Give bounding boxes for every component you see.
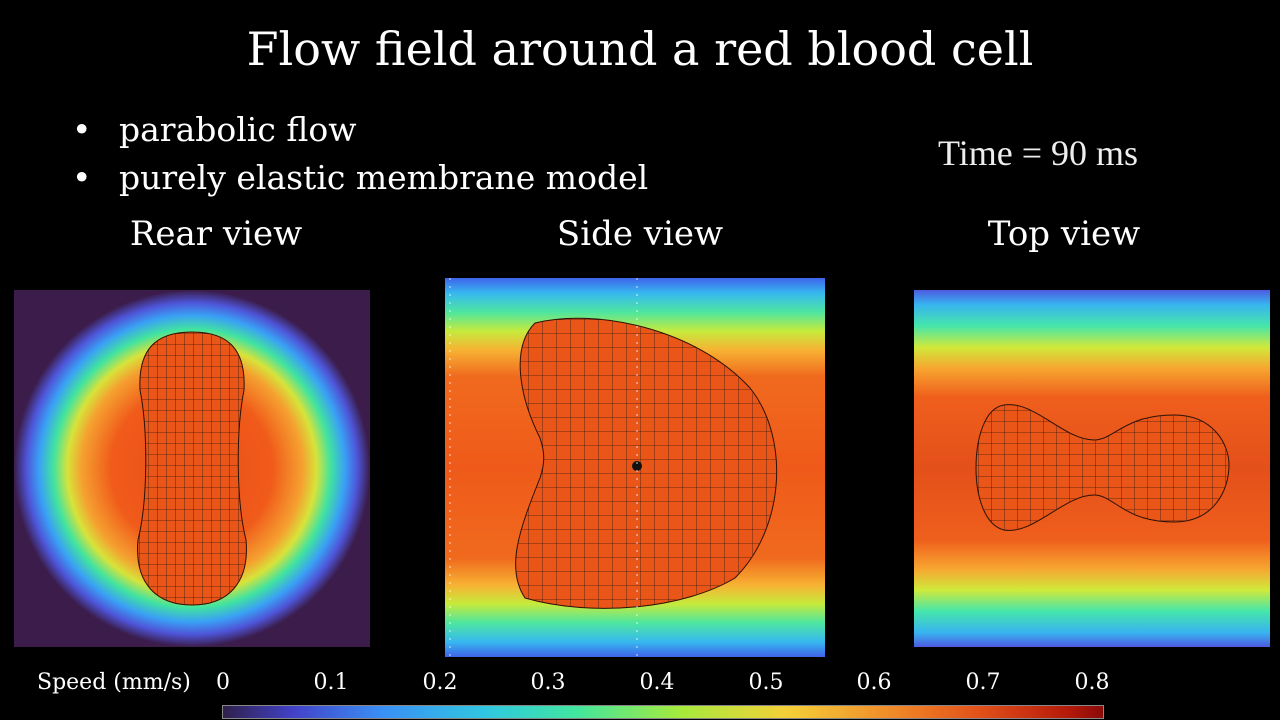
time-readout: Time = 90 ms — [938, 133, 1139, 173]
colorbar-tick: 0 — [216, 670, 230, 695]
colorbar-tick: 0.7 — [965, 670, 1001, 695]
colorbar-tick: 0.8 — [1074, 670, 1110, 695]
bullet-list: parabolic flow purely elastic membrane m… — [72, 106, 648, 202]
side-view-panel — [445, 278, 825, 657]
rear-view-panel — [14, 290, 370, 647]
colorbar-tick: 0.4 — [639, 670, 675, 695]
colorbar-tick: 0.2 — [422, 670, 458, 695]
slide-title: Flow field around a red blood cell — [246, 22, 1034, 76]
side-view-label: Side view — [556, 214, 724, 254]
colorbar-tick: 0.1 — [313, 670, 349, 695]
speed-colorbar — [222, 705, 1104, 719]
bullet-item: purely elastic membrane model — [72, 154, 648, 202]
colorbar-tick: 0.3 — [530, 670, 566, 695]
rear-cell-mesh — [137, 331, 247, 606]
bullet-item: parabolic flow — [72, 106, 648, 154]
top-view-label: Top view — [987, 214, 1141, 254]
rear-view-label: Rear view — [129, 214, 303, 254]
colorbar-tick: 0.6 — [856, 670, 892, 695]
colorbar-tick: 0.5 — [748, 670, 784, 695]
top-view-panel — [914, 290, 1270, 647]
colorbar-label: Speed (mm/s) — [37, 670, 191, 695]
side-cell-mesh — [449, 278, 778, 657]
top-cell-mesh — [975, 404, 1230, 531]
